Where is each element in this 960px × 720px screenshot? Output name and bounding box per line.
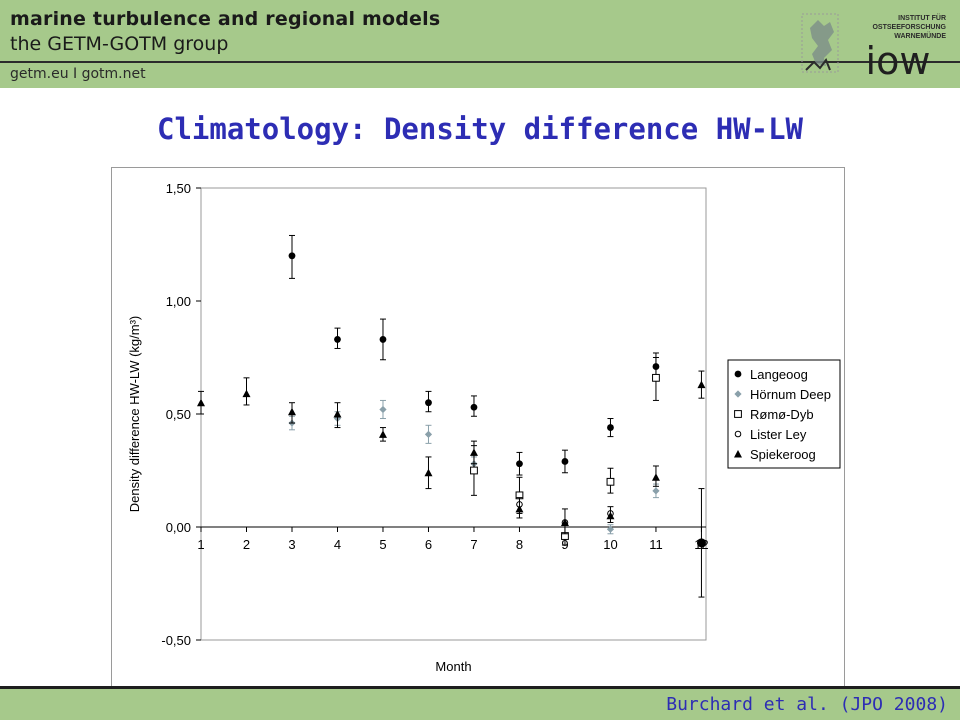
langeoog-point: [470, 403, 478, 411]
legend-label-langeoog: Langeoog: [750, 367, 808, 382]
y-tick-label: 0,50: [166, 407, 191, 422]
langeoog-point: [516, 460, 523, 468]
legend-marker-langeoog: [734, 370, 742, 378]
y-tick-label: 1,00: [166, 294, 191, 309]
x-tick-label: 3: [288, 537, 295, 552]
legend-label-r-m-dyb: Rømø-Dyb: [750, 407, 814, 422]
langeoog-point: [561, 458, 569, 465]
langeoog-point: [425, 399, 432, 407]
h-rnum-deep-point: [606, 525, 615, 533]
x-tick-label: 4: [334, 537, 341, 552]
iow-logo: INSTITUT FÜR OSTSEEFORSCHUNG WARNEMÜNDE …: [801, 13, 947, 82]
legend-marker-spiekeroog: [734, 450, 742, 458]
legend-marker-r-m-dyb: [734, 410, 742, 418]
citation: Burchard et al. (JPO 2008): [666, 694, 948, 715]
plot-area: [200, 187, 707, 641]
chart-frame: -0,500,000,501,001,50123456789101112Mont…: [111, 167, 845, 688]
density-difference-chart: -0,500,000,501,001,50123456789101112Mont…: [127, 181, 841, 674]
legend-marker-lister-ley: [734, 430, 742, 438]
logo-map-icon: [801, 13, 839, 73]
r-m-dyb-point: [606, 477, 615, 486]
legend-marker-h-rnum-deep: [734, 390, 742, 398]
r-m-dyb-point: [652, 373, 660, 382]
logo-line-3: WARNEMÜNDE: [894, 31, 946, 40]
logo-wordmark: iow: [866, 39, 931, 82]
spiekeroog-point: [197, 398, 205, 407]
legend-label-h-rnum-deep: Hörnum Deep: [750, 387, 831, 402]
spiekeroog-point: [515, 504, 524, 513]
spiekeroog-point: [697, 380, 706, 389]
legend-label-lister-ley: Lister Ley: [750, 427, 807, 442]
slide-title: Climatology: Density difference HW-LW: [156, 112, 803, 146]
footer-bar: Burchard et al. (JPO 2008): [0, 686, 960, 720]
h-rnum-deep-point: [379, 405, 387, 414]
logo-line-2: OSTSEEFORSCHUNG: [872, 24, 946, 31]
spiekeroog-point: [333, 410, 342, 418]
spiekeroog-point: [424, 468, 433, 477]
y-tick-label: 1,50: [166, 181, 191, 196]
logo-line-1: INSTITUT FÜR: [898, 13, 946, 22]
y-axis-label: Density difference HW-LW (kg/m³): [127, 316, 142, 513]
legend-label-spiekeroog: Spiekeroog: [750, 447, 816, 462]
r-m-dyb-point: [470, 466, 478, 475]
x-tick-label: 11: [649, 537, 663, 552]
langeoog-point: [334, 336, 341, 343]
x-tick-label: 1: [197, 537, 204, 552]
x-tick-label: 10: [603, 537, 617, 552]
langeoog-point: [288, 252, 296, 260]
y-tick-label: -0,50: [161, 633, 191, 648]
x-tick-label: 5: [379, 537, 386, 552]
group-subtitle: the GETM-GOTM group: [10, 33, 229, 55]
spiekeroog-point: [287, 407, 296, 416]
website-links[interactable]: getm.eu I gotm.net: [10, 66, 146, 82]
header-divider: [0, 61, 960, 63]
x-tick-label: 6: [425, 537, 432, 552]
spiekeroog-point: [606, 511, 615, 520]
spiekeroog-point: [560, 518, 569, 526]
spiekeroog-point: [378, 430, 387, 438]
x-tick-label: 7: [470, 537, 477, 552]
group-name: marine turbulence and regional models: [10, 8, 441, 30]
langeoog-point: [607, 424, 614, 431]
h-rnum-deep-point: [424, 430, 433, 438]
x-axis-label: Month: [435, 659, 471, 674]
y-tick-label: 0,00: [166, 520, 191, 535]
header-bar: marine turbulence and regional models th…: [0, 0, 960, 88]
x-tick-label: 8: [516, 537, 523, 552]
x-tick-label: 2: [243, 537, 250, 552]
spiekeroog-point: [242, 389, 251, 398]
legend-box: [727, 359, 841, 469]
series-5-point: [696, 538, 706, 548]
spiekeroog-point: [469, 448, 478, 456]
spiekeroog-point: [651, 473, 660, 481]
langeoog-point: [379, 336, 387, 343]
h-rnum-deep-point: [652, 487, 660, 495]
